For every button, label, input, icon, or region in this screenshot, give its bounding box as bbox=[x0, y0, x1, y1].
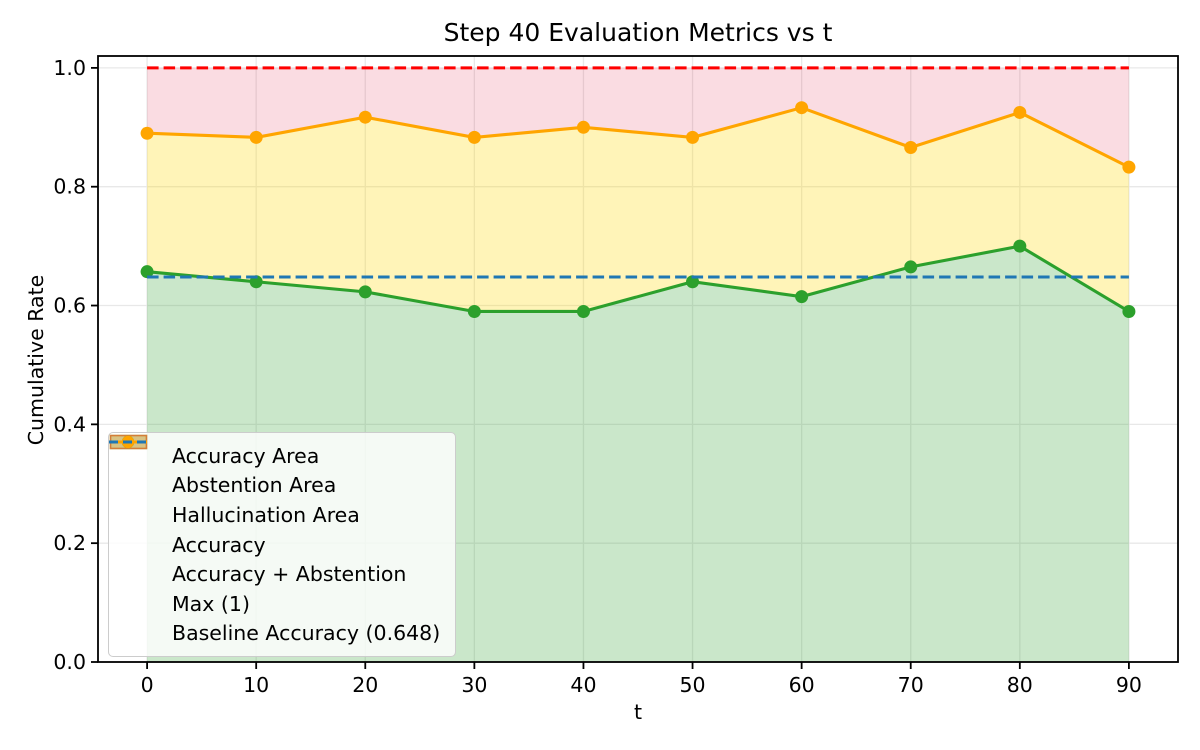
legend-item-label: Max (1) bbox=[172, 591, 250, 616]
y-tick-label: 0.4 bbox=[53, 412, 86, 436]
x-tick-label: 30 bbox=[461, 673, 487, 697]
y-tick-label: 1.0 bbox=[53, 56, 86, 80]
data-point-marker bbox=[795, 290, 809, 304]
data-point-marker bbox=[686, 130, 700, 144]
accuracy-line bbox=[146, 244, 1130, 314]
legend-item: Accuracy + Abstention bbox=[109, 435, 445, 589]
accuracy-line-swatch-icon bbox=[109, 435, 159, 554]
data-point-marker bbox=[1122, 304, 1136, 318]
data-point-marker bbox=[1013, 239, 1027, 253]
y-tick-label: 0.2 bbox=[53, 531, 86, 555]
y-tick-label: 0.0 bbox=[53, 650, 86, 674]
legend-item: Hallucination Area bbox=[109, 434, 445, 530]
x-tick-label: 40 bbox=[570, 673, 596, 697]
x-tick-label: 10 bbox=[243, 673, 269, 697]
legend-item: Baseline Accuracy (0.648) bbox=[109, 440, 445, 649]
legend-item-label: Abstention Area bbox=[172, 473, 337, 498]
accuracy-abstention-line bbox=[147, 106, 1130, 169]
x-tick-label: 20 bbox=[352, 673, 378, 697]
x-tick-label: 0 bbox=[141, 673, 154, 697]
data-point-marker bbox=[904, 140, 918, 154]
legend-item-label: Hallucination Area bbox=[172, 502, 360, 527]
y-axis-label: Cumulative Rate bbox=[24, 274, 48, 446]
data-point-marker bbox=[904, 260, 918, 274]
accuracy-abstention-line-swatch-icon bbox=[109, 435, 159, 583]
legend-item-label: Accuracy Area bbox=[172, 443, 320, 468]
series-lines bbox=[140, 66, 1136, 318]
x-tick-label: 90 bbox=[1116, 673, 1142, 697]
data-point-marker bbox=[140, 126, 154, 140]
data-point-marker bbox=[1013, 105, 1027, 119]
hallucination-area-swatch-icon bbox=[109, 434, 159, 524]
data-point-marker bbox=[1122, 160, 1136, 174]
data-point-marker bbox=[795, 101, 809, 115]
max-line-swatch-icon bbox=[109, 440, 159, 613]
data-point-marker bbox=[576, 304, 590, 318]
y-tick-label: 0.6 bbox=[53, 294, 86, 318]
data-point-marker bbox=[358, 110, 372, 124]
x-tick-label: 80 bbox=[1007, 673, 1033, 697]
baseline-line-swatch-icon bbox=[109, 440, 159, 642]
data-point-marker bbox=[467, 304, 481, 318]
data-point-marker bbox=[249, 130, 263, 144]
abstention-area bbox=[147, 107, 1129, 312]
legend-item: Accuracy bbox=[109, 435, 445, 560]
x-tick-label: 50 bbox=[679, 673, 705, 697]
legend-item: Abstention Area bbox=[109, 434, 445, 501]
legend-item-label: Accuracy bbox=[172, 532, 266, 557]
legend: Accuracy Area Abstention Area Hallucinat… bbox=[108, 432, 456, 658]
legend-item-label: Accuracy + Abstention bbox=[172, 562, 407, 587]
data-point-marker bbox=[576, 120, 590, 134]
tick-labels: 0 10 20 30 40 50 60 70 80 90 0.0 0.2 0.4 0.6 0.8 1.0 bbox=[53, 56, 1142, 697]
legend-item: Max (1) bbox=[109, 440, 445, 619]
x-tick-label: 70 bbox=[898, 673, 924, 697]
abstention-area-swatch-icon bbox=[109, 434, 159, 494]
hallucination-area bbox=[147, 67, 1129, 168]
axes bbox=[91, 55, 1179, 669]
data-point-marker bbox=[140, 265, 154, 279]
x-tick-label: 60 bbox=[789, 673, 815, 697]
x-axis-label: t bbox=[633, 700, 643, 724]
chart-title: Step 40 Evaluation Metrics vs t bbox=[443, 18, 833, 47]
data-point-marker bbox=[467, 130, 481, 144]
y-tick-label: 0.8 bbox=[53, 175, 86, 199]
data-point-marker bbox=[358, 285, 372, 299]
legend-item: Accuracy Area bbox=[109, 434, 445, 471]
legend-item-label: Baseline Accuracy (0.648) bbox=[172, 621, 441, 646]
